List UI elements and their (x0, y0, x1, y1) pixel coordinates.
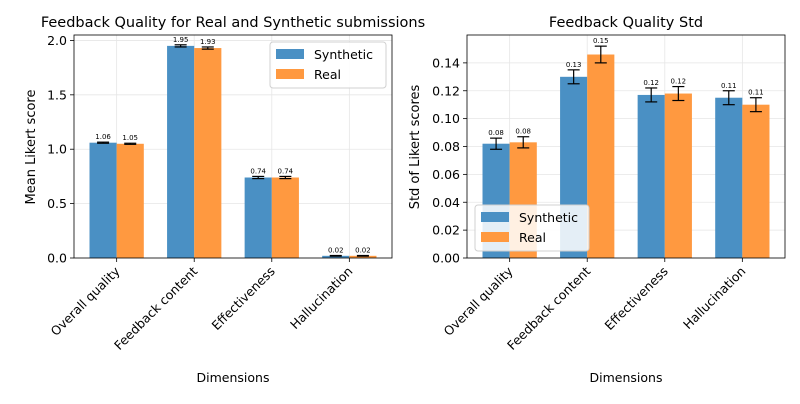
left-chart-title: Feedback Quality for Real and Synthetic … (41, 15, 425, 31)
right-y-tick-label: 0.06 (432, 167, 460, 182)
left-data-label: 0.74 (278, 167, 294, 175)
left-plot-frame (73, 34, 393, 259)
left-bar-synthetic (89, 142, 117, 258)
right-data-label: 0.12 (643, 79, 659, 87)
right-y-tick-label: 0.04 (432, 195, 460, 210)
left-data-label: 1.95 (173, 36, 189, 44)
left-y-tick-label: 1.5 (47, 87, 67, 102)
right-bar-real (664, 93, 692, 258)
left-bar-synthetic (322, 255, 350, 258)
left-y-tick-label: 1.0 (47, 142, 67, 157)
right-y-tick-label: 0.08 (432, 139, 460, 154)
right-legend-swatch-synthetic (481, 212, 509, 222)
right-chart: Feedback Quality Std Std of Likert score… (408, 15, 786, 385)
left-data-label: 1.06 (95, 133, 111, 141)
right-x-tick-label: Effectiveness (601, 264, 670, 333)
right-y-tick-label: 0.02 (432, 223, 460, 238)
left-x-tick-label: Effectiveness (208, 264, 277, 333)
right-data-label: 0.08 (488, 129, 504, 137)
right-bar-synthetic (715, 97, 743, 258)
left-legend-swatch-real (276, 69, 304, 79)
right-x-tick-label: Feedback content (504, 263, 593, 352)
right-data-label: 0.11 (748, 89, 764, 97)
left-data-label: 1.93 (200, 38, 216, 46)
right-data-label: 0.08 (515, 128, 531, 136)
left-bar-real (271, 177, 299, 258)
right-y-tick-label: 0.00 (432, 251, 460, 266)
left-data-label: 0.74 (250, 167, 266, 175)
right-legend-label: Real (519, 230, 546, 245)
right-data-label: 0.12 (671, 78, 687, 86)
left-legend-label: Synthetic (314, 47, 373, 62)
left-y-tick-label: 0.5 (47, 196, 67, 211)
right-legend-swatch-real (481, 232, 509, 242)
left-y-tick-label: 2.0 (47, 33, 67, 48)
right-chart-title: Feedback Quality Std (549, 15, 703, 31)
right-legend-label: Synthetic (519, 210, 578, 225)
right-data-label: 0.11 (721, 82, 737, 90)
right-bar-real (742, 104, 770, 258)
left-data-label: 1.05 (122, 134, 138, 142)
left-legend-swatch-synthetic (276, 49, 304, 59)
left-y-tick-label: 0.0 (47, 251, 67, 266)
left-bar-real (116, 143, 144, 258)
right-y-tick-label: 0.12 (432, 83, 460, 98)
right-data-label: 0.13 (566, 61, 582, 69)
right-plot-frame (466, 34, 786, 259)
right-y-tick-label: 0.10 (432, 111, 460, 126)
right-bar-real (587, 54, 615, 259)
left-x-tick-label: Feedback content (111, 263, 200, 352)
left-bar-real (349, 255, 377, 258)
left-bar-synthetic (167, 45, 195, 258)
right-x-axis-label: Dimensions (590, 370, 663, 385)
left-y-axis-label: Mean Likert score (24, 90, 39, 205)
right-x-tick-label: Hallucination (680, 264, 748, 332)
right-y-tick-label: 0.14 (432, 55, 460, 70)
right-data-label: 0.15 (593, 37, 609, 45)
left-x-axis-label: Dimensions (197, 370, 270, 385)
left-bar-synthetic (244, 177, 272, 258)
right-y-axis-label: Std of Likert scores (408, 84, 423, 209)
left-chart: Feedback Quality for Real and Synthetic … (24, 15, 425, 385)
left-data-label: 0.02 (355, 246, 371, 254)
left-data-label: 0.02 (328, 246, 344, 254)
right-bar-synthetic (637, 94, 665, 259)
right-x-tick-label: Overall quality (441, 263, 517, 339)
left-legend-label: Real (314, 67, 341, 82)
left-x-tick-label: Hallucination (287, 264, 355, 332)
left-bar-real (194, 48, 222, 259)
left-x-tick-label: Overall quality (48, 263, 124, 339)
